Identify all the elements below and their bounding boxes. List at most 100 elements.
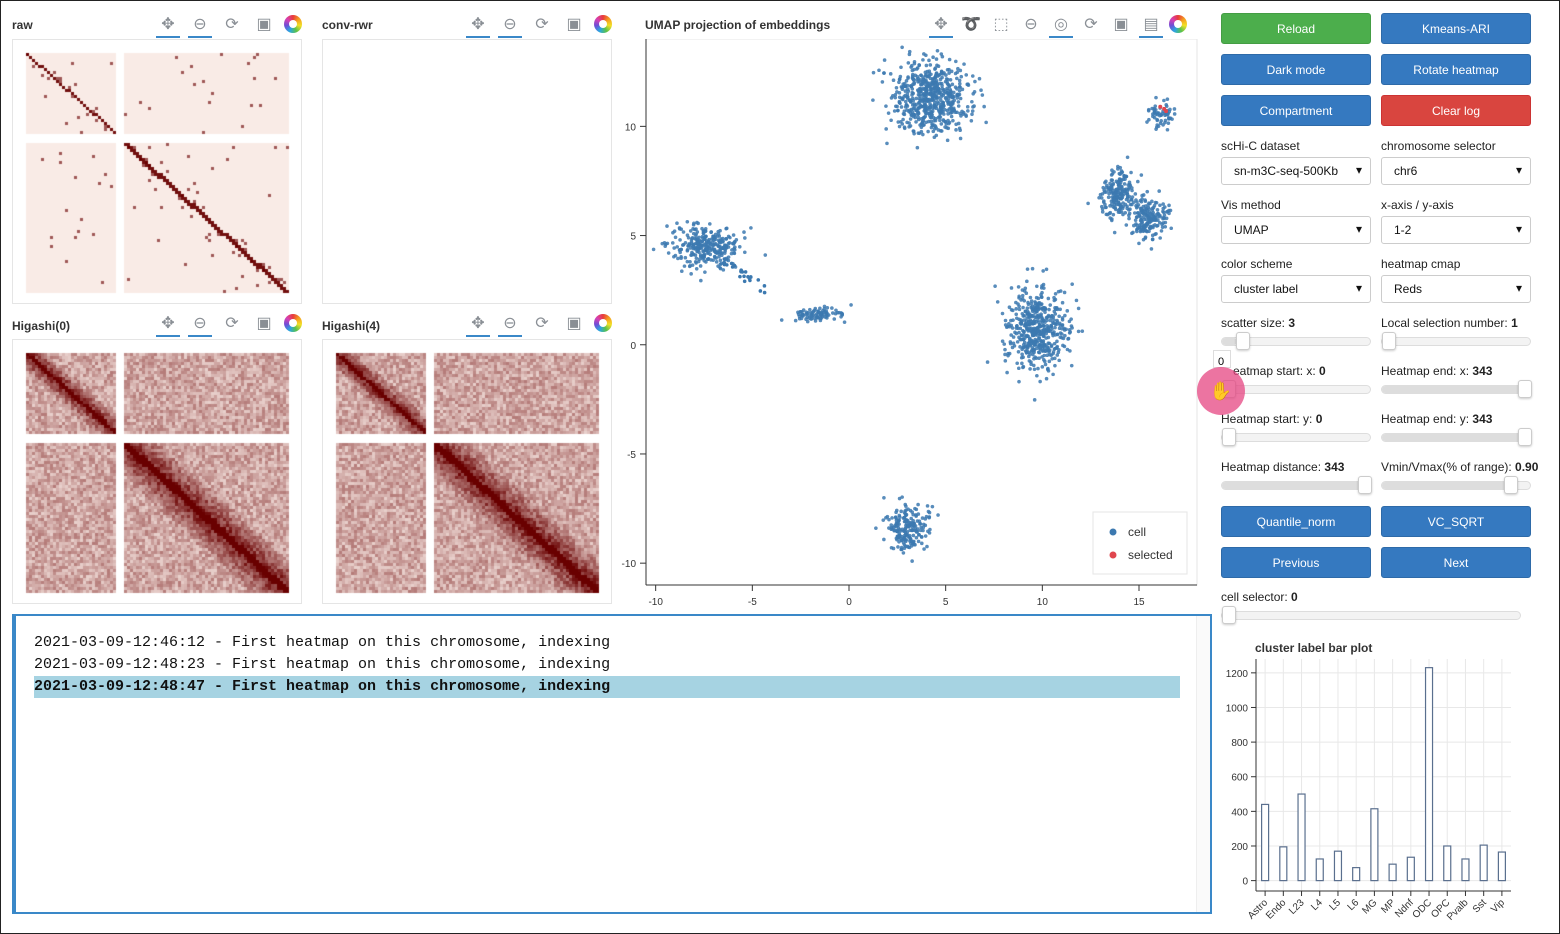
vc-sqrt-button[interactable]: VC_SQRT bbox=[1381, 506, 1531, 537]
reset-icon[interactable]: ⟳ bbox=[535, 16, 549, 33]
save-icon[interactable]: ▣ bbox=[1113, 16, 1129, 33]
pan-icon[interactable]: ✥ bbox=[466, 312, 490, 337]
reload-button[interactable]: Reload bbox=[1221, 13, 1371, 44]
cell-point bbox=[960, 109, 964, 114]
vmin-slider-handle[interactable] bbox=[1504, 476, 1519, 494]
vmin-slider[interactable] bbox=[1381, 476, 1531, 494]
bokeh-logo[interactable] bbox=[284, 314, 302, 332]
reset-icon[interactable]: ⟳ bbox=[225, 16, 239, 33]
color-scheme-select[interactable]: cluster label bbox=[1221, 275, 1371, 303]
cell-point bbox=[1039, 315, 1044, 320]
tap-icon[interactable]: ◎ bbox=[1049, 13, 1073, 38]
cell-point bbox=[1110, 217, 1114, 221]
lasso-icon[interactable]: ➰ bbox=[961, 16, 981, 33]
bokeh-logo[interactable] bbox=[594, 15, 612, 33]
box-select-icon[interactable]: ⬚ bbox=[993, 16, 1009, 33]
hey-slider-handle[interactable] bbox=[1518, 428, 1532, 446]
vis-method-select[interactable]: UMAP bbox=[1221, 216, 1371, 244]
bokeh-logo[interactable] bbox=[1169, 15, 1187, 33]
save-icon[interactable]: ▣ bbox=[566, 16, 582, 33]
cell-point bbox=[1163, 118, 1168, 123]
wheel-zoom-icon[interactable]: ⊖ bbox=[498, 13, 522, 38]
cell-point bbox=[1014, 331, 1019, 336]
reset-icon[interactable]: ⟳ bbox=[225, 315, 239, 332]
local-slider[interactable] bbox=[1381, 332, 1531, 350]
hey-slider[interactable] bbox=[1381, 428, 1532, 446]
dark-mode-button[interactable]: Dark mode bbox=[1221, 54, 1371, 85]
dist-slider-handle[interactable] bbox=[1358, 476, 1372, 494]
save-icon[interactable]: ▣ bbox=[256, 315, 272, 332]
cell-point bbox=[1161, 215, 1166, 220]
clear-log-button[interactable]: Clear log bbox=[1381, 95, 1531, 126]
dist-slider[interactable] bbox=[1221, 476, 1372, 494]
dataset-select[interactable]: sn-m3C-seq-500Kb bbox=[1221, 157, 1371, 185]
cell-point bbox=[1127, 180, 1132, 185]
higashi0-title: Higashi(0) bbox=[12, 319, 71, 333]
kmeans-ari-button[interactable]: Kmeans-ARI bbox=[1381, 13, 1531, 44]
conv-toolbar: ✥ ⊖ ⟳ ▣ bbox=[466, 11, 612, 38]
pan-icon[interactable]: ✥ bbox=[156, 13, 180, 38]
wheel-zoom-icon[interactable]: ⊖ bbox=[1024, 16, 1038, 33]
cell-point bbox=[1021, 305, 1025, 310]
cell-point bbox=[935, 48, 940, 53]
cell-point bbox=[1105, 183, 1109, 188]
bokeh-logo[interactable] bbox=[284, 15, 302, 33]
hover-icon[interactable]: ▤ bbox=[1139, 13, 1163, 38]
log-panel[interactable]: 2021-03-09-12:46:12 - First heatmap on t… bbox=[12, 614, 1212, 914]
wheel-zoom-icon[interactable]: ⊖ bbox=[188, 13, 212, 38]
save-icon[interactable]: ▣ bbox=[566, 315, 582, 332]
hsy-slider[interactable] bbox=[1221, 428, 1371, 446]
cell-point bbox=[1037, 350, 1042, 355]
conv-rwr-heatmap-plot[interactable] bbox=[322, 39, 612, 304]
save-icon[interactable]: ▣ bbox=[256, 16, 272, 33]
scatter-slider-handle[interactable] bbox=[1235, 332, 1250, 350]
pan-icon[interactable]: ✥ bbox=[156, 312, 180, 337]
higashi0-heatmap[interactable] bbox=[13, 340, 303, 605]
higashi4-heatmap-plot[interactable] bbox=[322, 339, 613, 605]
cell-slider-handle[interactable] bbox=[1222, 606, 1236, 624]
cell-point bbox=[1020, 333, 1024, 338]
cell-point bbox=[995, 300, 1000, 304]
higashi0-heatmap-plot[interactable] bbox=[12, 339, 303, 605]
cell-point bbox=[874, 526, 878, 530]
hex-slider[interactable] bbox=[1381, 380, 1532, 398]
cell-point bbox=[1125, 206, 1129, 211]
higashi4-heatmap[interactable] bbox=[323, 340, 613, 605]
cell-point bbox=[738, 274, 742, 279]
bokeh-logo[interactable] bbox=[594, 314, 612, 332]
hsy-slider-handle[interactable] bbox=[1222, 428, 1236, 446]
pan-icon[interactable]: ✥ bbox=[929, 13, 953, 38]
wheel-zoom-icon[interactable]: ⊖ bbox=[188, 312, 212, 337]
scatter-slider[interactable] bbox=[1221, 332, 1371, 350]
cell-point bbox=[882, 71, 886, 75]
cell-point bbox=[919, 73, 923, 77]
cell-point bbox=[724, 246, 729, 250]
cell-point bbox=[898, 528, 902, 532]
cell-point bbox=[1028, 295, 1033, 300]
log-scrollbar[interactable] bbox=[1196, 616, 1210, 912]
umap-scatter-plot[interactable]: -10 -5 0 5 10 15 10 5 0 -5 -10 cell selected bbox=[601, 39, 1211, 614]
cell-slider[interactable] bbox=[1221, 606, 1521, 624]
local-slider-handle[interactable] bbox=[1382, 332, 1396, 350]
next-button[interactable]: Next bbox=[1381, 547, 1531, 578]
cell-point bbox=[1011, 308, 1015, 313]
raw-heatmap-plot[interactable] bbox=[12, 39, 303, 305]
heatmap-cmap-select[interactable]: Reds bbox=[1381, 275, 1531, 303]
raw-heatmap[interactable] bbox=[13, 40, 303, 305]
quantile-norm-button[interactable]: Quantile_norm bbox=[1221, 506, 1371, 537]
chromosome-select[interactable]: chr6 bbox=[1381, 157, 1531, 185]
compartment-button[interactable]: Compartment bbox=[1221, 95, 1371, 126]
reset-icon[interactable]: ⟳ bbox=[1084, 16, 1098, 33]
cell-point bbox=[651, 247, 656, 252]
pan-icon[interactable]: ✥ bbox=[466, 13, 490, 38]
cell-point bbox=[1144, 228, 1148, 232]
hex-slider-handle[interactable] bbox=[1518, 380, 1532, 398]
axis-select[interactable]: 1-2 bbox=[1381, 216, 1531, 244]
cell-point bbox=[901, 117, 905, 122]
previous-button[interactable]: Previous bbox=[1221, 547, 1371, 578]
rotate-heatmap-button[interactable]: Rotate heatmap bbox=[1381, 54, 1531, 85]
wheel-zoom-icon[interactable]: ⊖ bbox=[498, 312, 522, 337]
cell-point bbox=[897, 77, 902, 82]
reset-icon[interactable]: ⟳ bbox=[535, 315, 549, 332]
